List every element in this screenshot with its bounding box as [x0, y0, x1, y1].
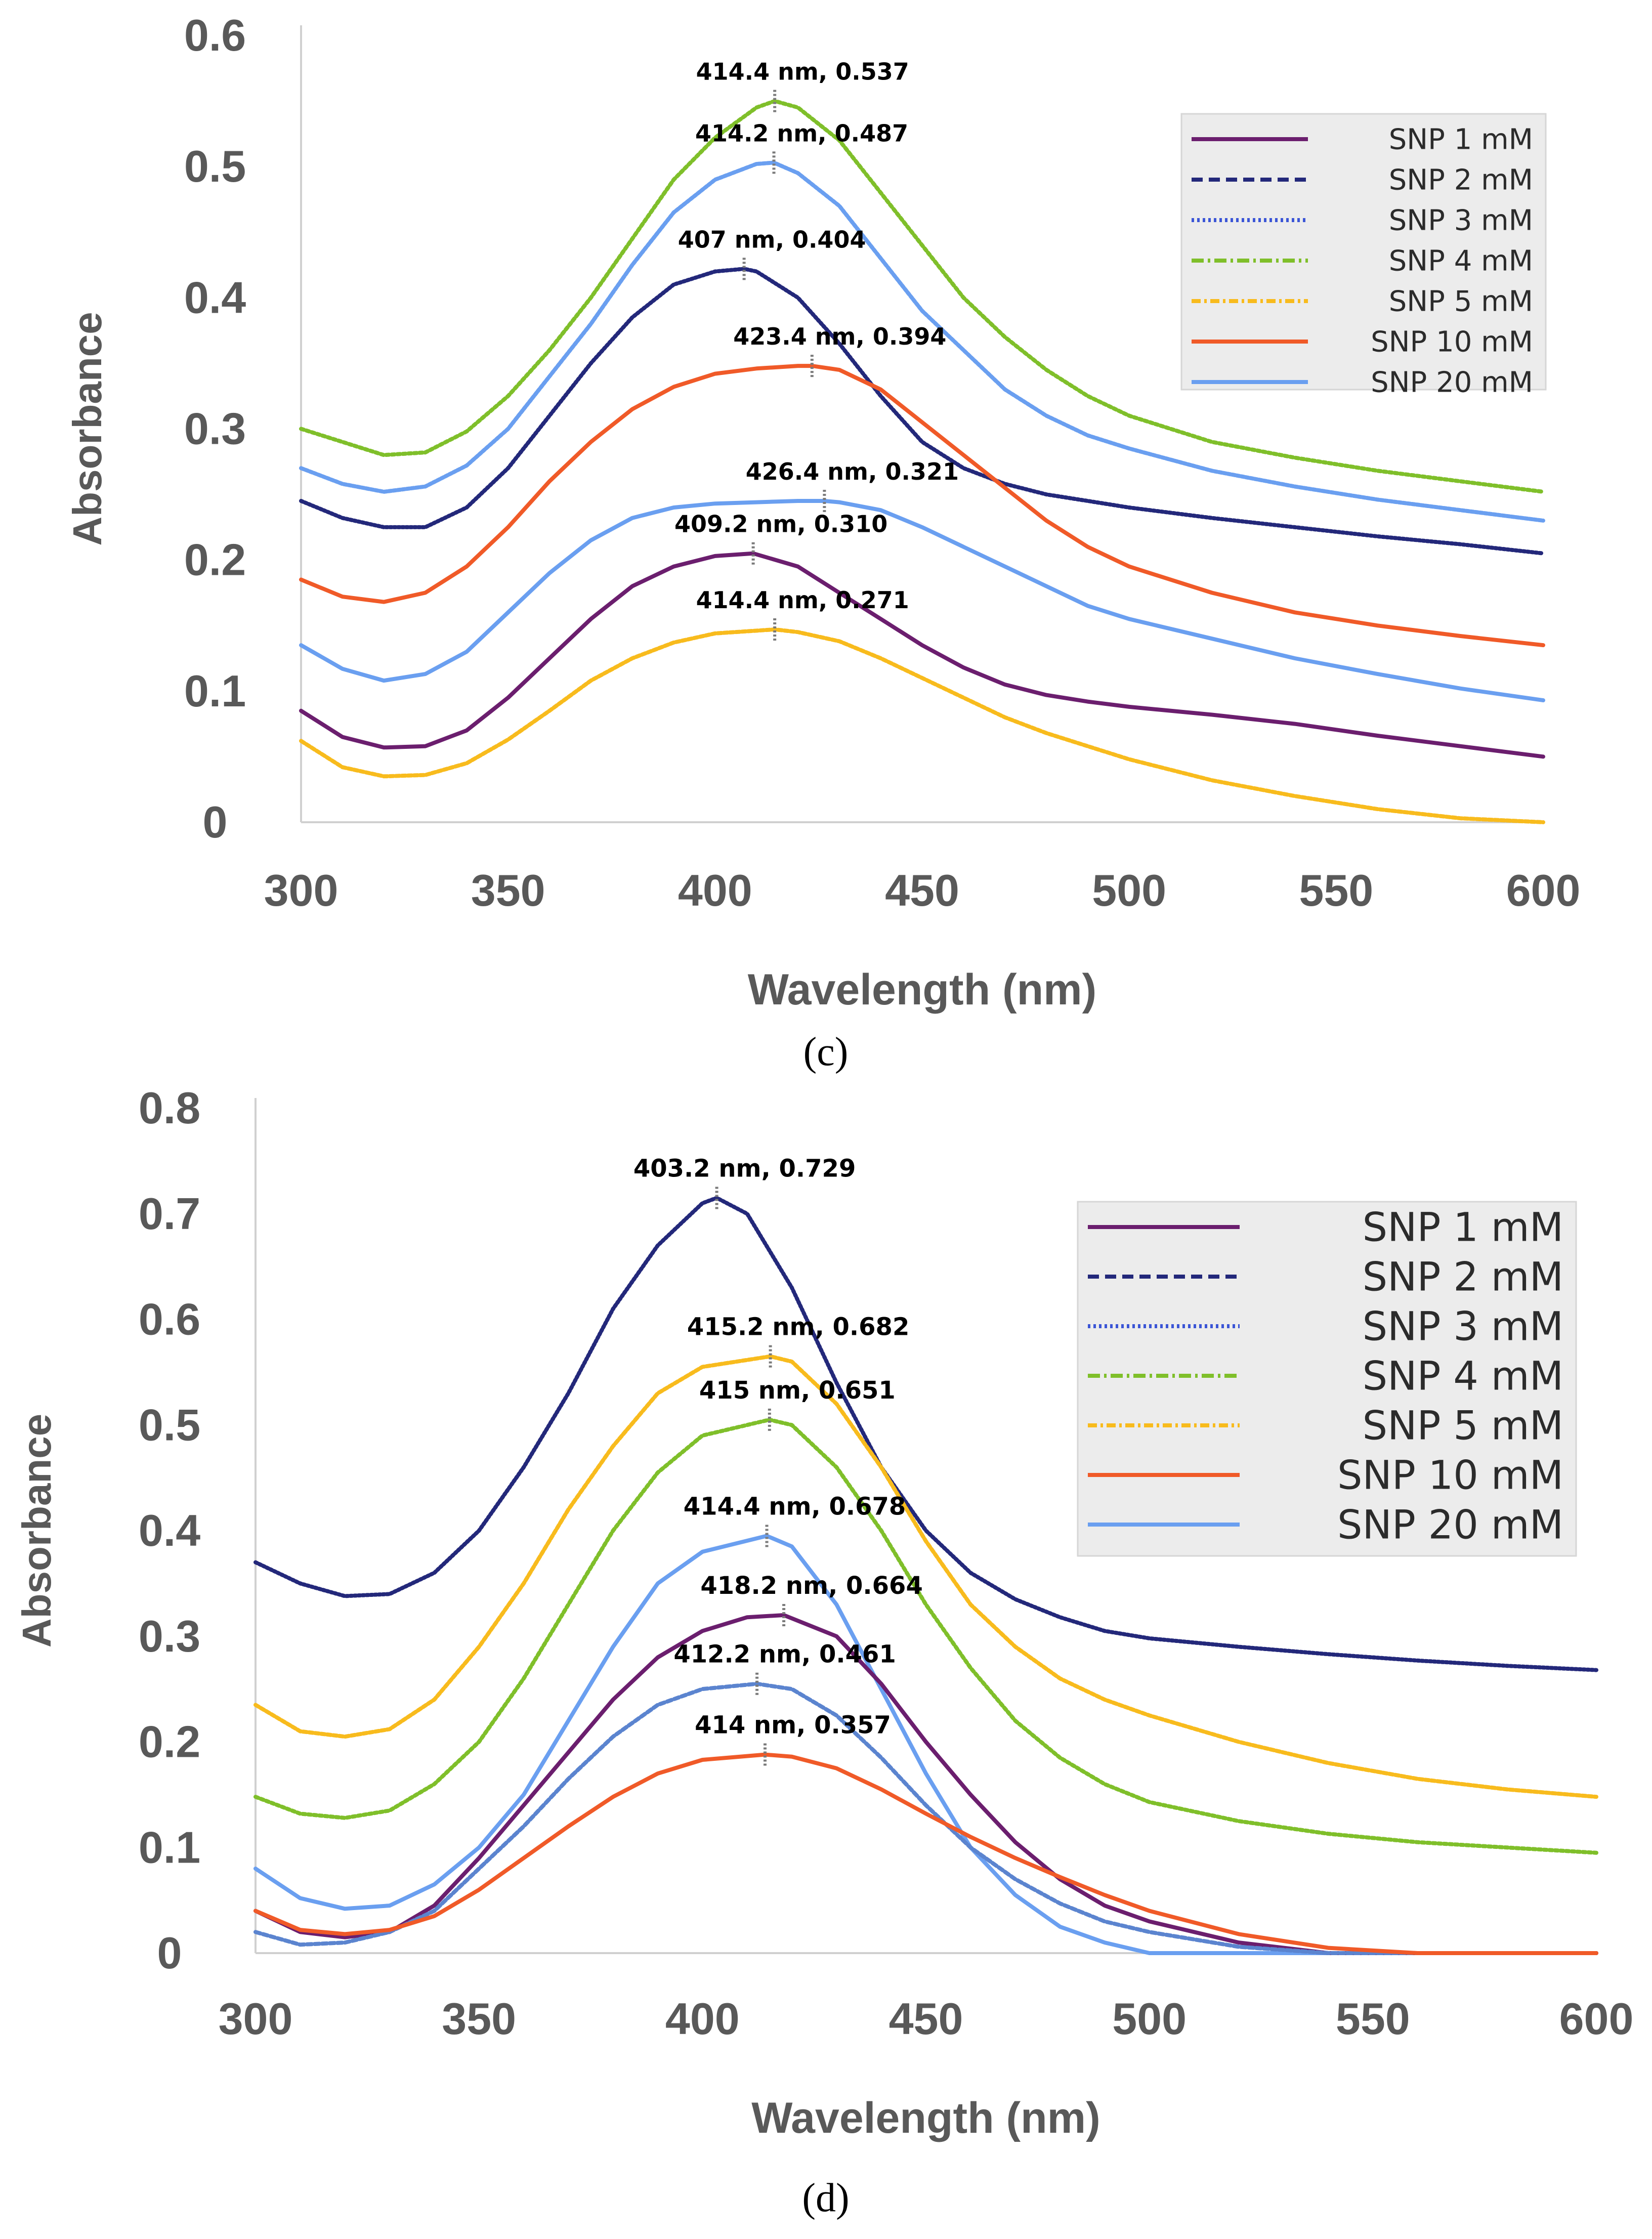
y-tick-label: 0.6 — [139, 1294, 200, 1344]
legend-label: SNP 20 mM — [1337, 1502, 1563, 1548]
x-axis-label: Wavelength (nm) — [751, 2094, 1100, 2142]
y-axis-label: Absorbance — [14, 1414, 59, 1647]
panel-caption: (c) — [803, 1030, 849, 1074]
x-tick-label: 500 — [1112, 1994, 1187, 2044]
peak-annotation: 418.2 nm, 0.664 — [700, 1572, 923, 1600]
y-tick-label: 0.5 — [139, 1400, 200, 1450]
y-tick-label: 0.6 — [184, 10, 246, 60]
legend-label: SNP 3 mM — [1389, 204, 1533, 237]
series-line-5 — [253, 1681, 1598, 1955]
legend-label: SNP 4 mM — [1389, 245, 1533, 278]
legend-label: SNP 20 mM — [1371, 366, 1533, 399]
y-tick-label: 0 — [157, 1928, 182, 1978]
series-line-1 — [299, 160, 1545, 523]
legend-label: SNP 3 mM — [1363, 1304, 1563, 1349]
series-line-0 — [253, 1196, 1598, 1672]
legend-label: SNP 1 mM — [1389, 123, 1533, 156]
chart-panel-c: 0 0.1 0.2 0.3 0.4 0.5 0.6 300 350 400 450 500 550 600… — [65, 10, 1580, 1074]
legend-label: SNP 5 mM — [1389, 285, 1533, 318]
x-axis-label: Wavelength (nm) — [748, 965, 1097, 1014]
peak-annotation: 403.2 nm, 0.729 — [633, 1154, 856, 1182]
peak-annotation: 414.4 nm, 0.271 — [696, 586, 909, 614]
series-line-1 — [253, 1354, 1598, 1799]
series-line-6 — [299, 627, 1545, 824]
series-line-2 — [299, 267, 1545, 556]
y-tick-label: 0.4 — [139, 1505, 200, 1555]
legend-label: SNP 4 mM — [1363, 1354, 1563, 1399]
y-axis-label: Absorbance — [65, 312, 110, 545]
chart-panel-d: 0 0.1 0.2 0.3 0.4 0.5 0.6 0.7 0.8 300 350 400 450 500… — [14, 1083, 1633, 2220]
series-line-2 — [253, 1417, 1598, 1855]
peak-annotation: 415 nm, 0.651 — [699, 1376, 896, 1405]
peak-annotation: 414.2 nm, 0.487 — [695, 119, 908, 147]
x-tick-label: 400 — [665, 1994, 740, 2044]
peak-annotation: 415.2 nm, 0.682 — [687, 1313, 910, 1341]
peak-annotation: 414.4 nm, 0.537 — [696, 58, 909, 86]
legend: SNP 1 mM SNP 2 mM SNP 3 mM SNP 4 mM SNP 5 mM… — [1180, 113, 1547, 399]
x-tick-label: 350 — [471, 865, 545, 915]
legend-label: SNP 5 mM — [1363, 1403, 1563, 1449]
series-line-3 — [299, 364, 1545, 648]
x-tick-label: 550 — [1299, 865, 1373, 915]
series-line-4 — [253, 1613, 1598, 1955]
legend-label: SNP 10 mM — [1371, 326, 1533, 359]
series-line-0 — [299, 99, 1545, 494]
x-tick-label: 600 — [1559, 1994, 1634, 2044]
y-tick-label: 0.3 — [139, 1611, 200, 1661]
peak-annotation: 414 nm, 0.357 — [695, 1711, 891, 1740]
x-tick-label: 350 — [442, 1994, 516, 2044]
y-tick-label: 0.3 — [184, 404, 246, 454]
x-tick-label: 300 — [219, 1994, 293, 2044]
legend-label: SNP 1 mM — [1363, 1205, 1563, 1250]
y-tick-label: 0.5 — [184, 141, 246, 191]
panel-caption: (d) — [802, 2176, 849, 2220]
peak-annotation: 407 nm, 0.404 — [678, 226, 866, 253]
legend-label: SNP 10 mM — [1337, 1453, 1563, 1498]
peak-annotation: 426.4 nm, 0.321 — [746, 458, 959, 485]
series-line-3 — [253, 1534, 1598, 1955]
y-tick-label: 0.7 — [139, 1189, 200, 1239]
peak-annotation: 423.4 nm, 0.394 — [733, 323, 946, 350]
y-tick-label: 0.1 — [184, 666, 246, 716]
legend-label: SNP 2 mM — [1363, 1254, 1563, 1300]
series-line-4 — [299, 499, 1545, 702]
x-tick-label: 500 — [1092, 865, 1166, 915]
y-tick-label: 0.2 — [184, 535, 246, 585]
x-tick-label: 450 — [885, 865, 959, 915]
y-tick-label: 0.4 — [184, 272, 246, 322]
y-tick-label: 0.8 — [139, 1083, 200, 1133]
y-tick-label: 0 — [203, 797, 228, 847]
peak-annotation: 412.2 nm, 0.461 — [673, 1640, 896, 1669]
x-tick-label: 550 — [1336, 1994, 1410, 2044]
x-tick-label: 450 — [889, 1994, 963, 2044]
series-line-6 — [253, 1752, 1598, 1955]
peak-annotation: 414.4 nm, 0.678 — [684, 1492, 906, 1520]
series-line-5 — [299, 551, 1545, 759]
y-tick-label: 0.2 — [139, 1717, 200, 1767]
legend-label: SNP 2 mM — [1389, 164, 1533, 197]
y-tick-label: 0.1 — [139, 1822, 200, 1872]
x-tick-label: 300 — [264, 865, 338, 915]
x-tick-label: 400 — [678, 865, 752, 915]
x-tick-label: 600 — [1506, 865, 1581, 915]
peak-annotation: 409.2 nm, 0.310 — [674, 511, 887, 538]
